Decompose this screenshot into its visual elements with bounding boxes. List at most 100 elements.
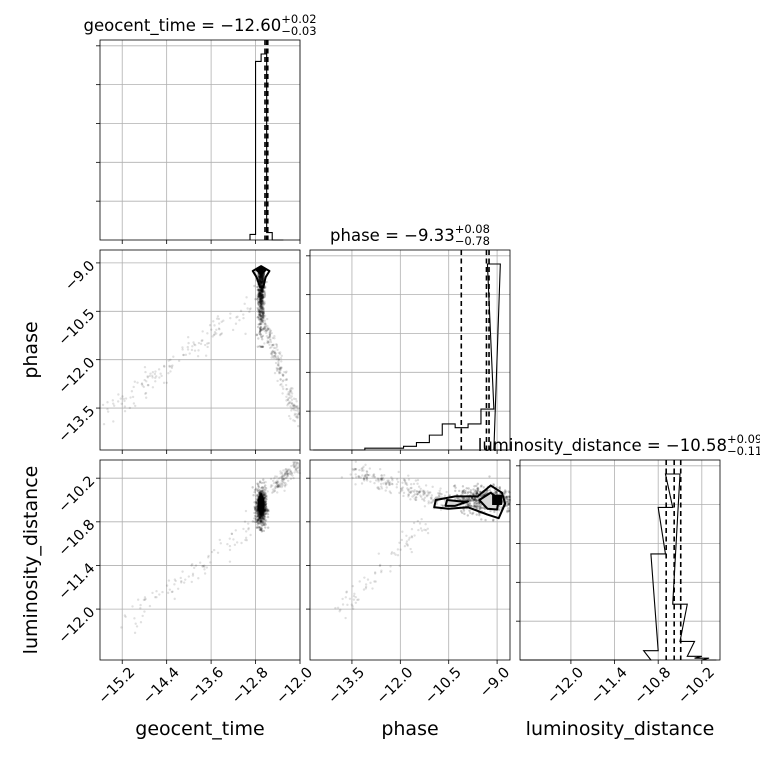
sample-point	[261, 281, 264, 284]
sample-point	[467, 490, 470, 494]
sample-point	[474, 499, 477, 502]
sample-point	[192, 341, 195, 344]
sample-point	[261, 513, 265, 516]
sample-point	[260, 316, 264, 319]
sample-point	[270, 345, 273, 349]
sample-point	[260, 281, 263, 285]
sample-point	[362, 469, 365, 472]
sample-point	[289, 405, 292, 408]
sample-point	[286, 404, 289, 407]
sample-point	[258, 313, 261, 316]
sample-point	[263, 493, 266, 496]
sample-point	[253, 488, 257, 492]
sample-point	[505, 509, 509, 513]
sample-point	[262, 512, 266, 516]
sample-point	[291, 407, 295, 410]
sample-point	[264, 500, 268, 503]
sample-point	[123, 409, 127, 413]
sample-point	[260, 515, 264, 518]
sample-point	[257, 517, 260, 521]
sample-point	[213, 324, 216, 327]
sample-point	[197, 341, 201, 345]
sample-point	[140, 382, 144, 385]
sample-point	[410, 550, 414, 554]
sample-point	[243, 520, 247, 523]
sample-point	[255, 489, 259, 492]
sample-point	[260, 275, 264, 278]
sample-point	[480, 484, 483, 487]
sample-point	[144, 597, 147, 601]
sample-point	[507, 502, 511, 506]
sample-point	[480, 506, 483, 510]
sample-point	[283, 484, 287, 487]
sample-point	[467, 497, 471, 500]
sample-point	[277, 484, 280, 488]
sample-point	[269, 339, 272, 342]
sample-point	[261, 277, 265, 281]
sample-point	[260, 316, 263, 319]
sample-point	[273, 489, 276, 492]
sample-point	[259, 276, 262, 279]
sample-point	[260, 486, 264, 489]
sample-point	[475, 484, 478, 488]
sample-point	[419, 490, 422, 493]
sample-point	[261, 299, 264, 302]
sample-point	[151, 371, 155, 374]
sample-point	[475, 507, 479, 510]
sample-point	[258, 293, 261, 297]
sample-point	[469, 499, 472, 502]
sample-point	[474, 497, 477, 501]
sample-point	[479, 506, 482, 509]
tick-label-luminosity_distance: −12.0	[56, 604, 99, 647]
sample-point	[213, 330, 217, 334]
sample-point	[260, 290, 263, 293]
sample-point	[463, 491, 466, 494]
sample-point	[263, 491, 267, 494]
sample-point	[265, 280, 268, 284]
sample-point	[288, 472, 292, 476]
sample-point	[228, 537, 231, 540]
sample-point	[271, 343, 275, 347]
sample-point	[131, 395, 135, 399]
sample-point	[217, 327, 221, 330]
sample-point	[275, 343, 278, 346]
sample-point	[274, 352, 277, 355]
sample-point	[407, 538, 411, 541]
sample-point	[364, 463, 367, 467]
sample-point	[259, 291, 262, 294]
sample-point	[240, 541, 243, 545]
sample-point	[274, 357, 277, 360]
density-peak	[258, 267, 264, 273]
sample-point	[256, 288, 260, 292]
sample-point	[283, 370, 286, 374]
sample-point	[260, 290, 264, 293]
sample-point	[277, 477, 281, 480]
sample-point	[256, 482, 259, 485]
sample-point	[262, 273, 266, 276]
y-axis-label-phase: phase	[20, 321, 42, 378]
sample-point	[270, 352, 273, 356]
sample-point	[269, 329, 273, 333]
sample-point	[415, 493, 419, 496]
sample-point	[139, 603, 142, 607]
sample-point	[173, 578, 177, 581]
sample-point	[280, 360, 283, 363]
sample-point	[387, 481, 391, 485]
sample-point	[256, 494, 260, 497]
sample-point	[272, 355, 275, 358]
sample-point	[261, 295, 265, 298]
sample-point	[507, 490, 510, 493]
sample-point	[258, 301, 262, 304]
sample-point	[257, 274, 260, 278]
sample-point	[262, 513, 265, 516]
sample-point	[261, 275, 264, 278]
sample-point	[465, 498, 468, 501]
sample-point	[123, 399, 126, 403]
sample-point	[468, 499, 471, 502]
sample-point	[338, 610, 341, 613]
sample-point	[259, 297, 262, 300]
sample-point	[505, 496, 508, 499]
sample-point	[349, 473, 352, 476]
sample-point	[391, 477, 394, 481]
sample-point	[203, 564, 206, 567]
